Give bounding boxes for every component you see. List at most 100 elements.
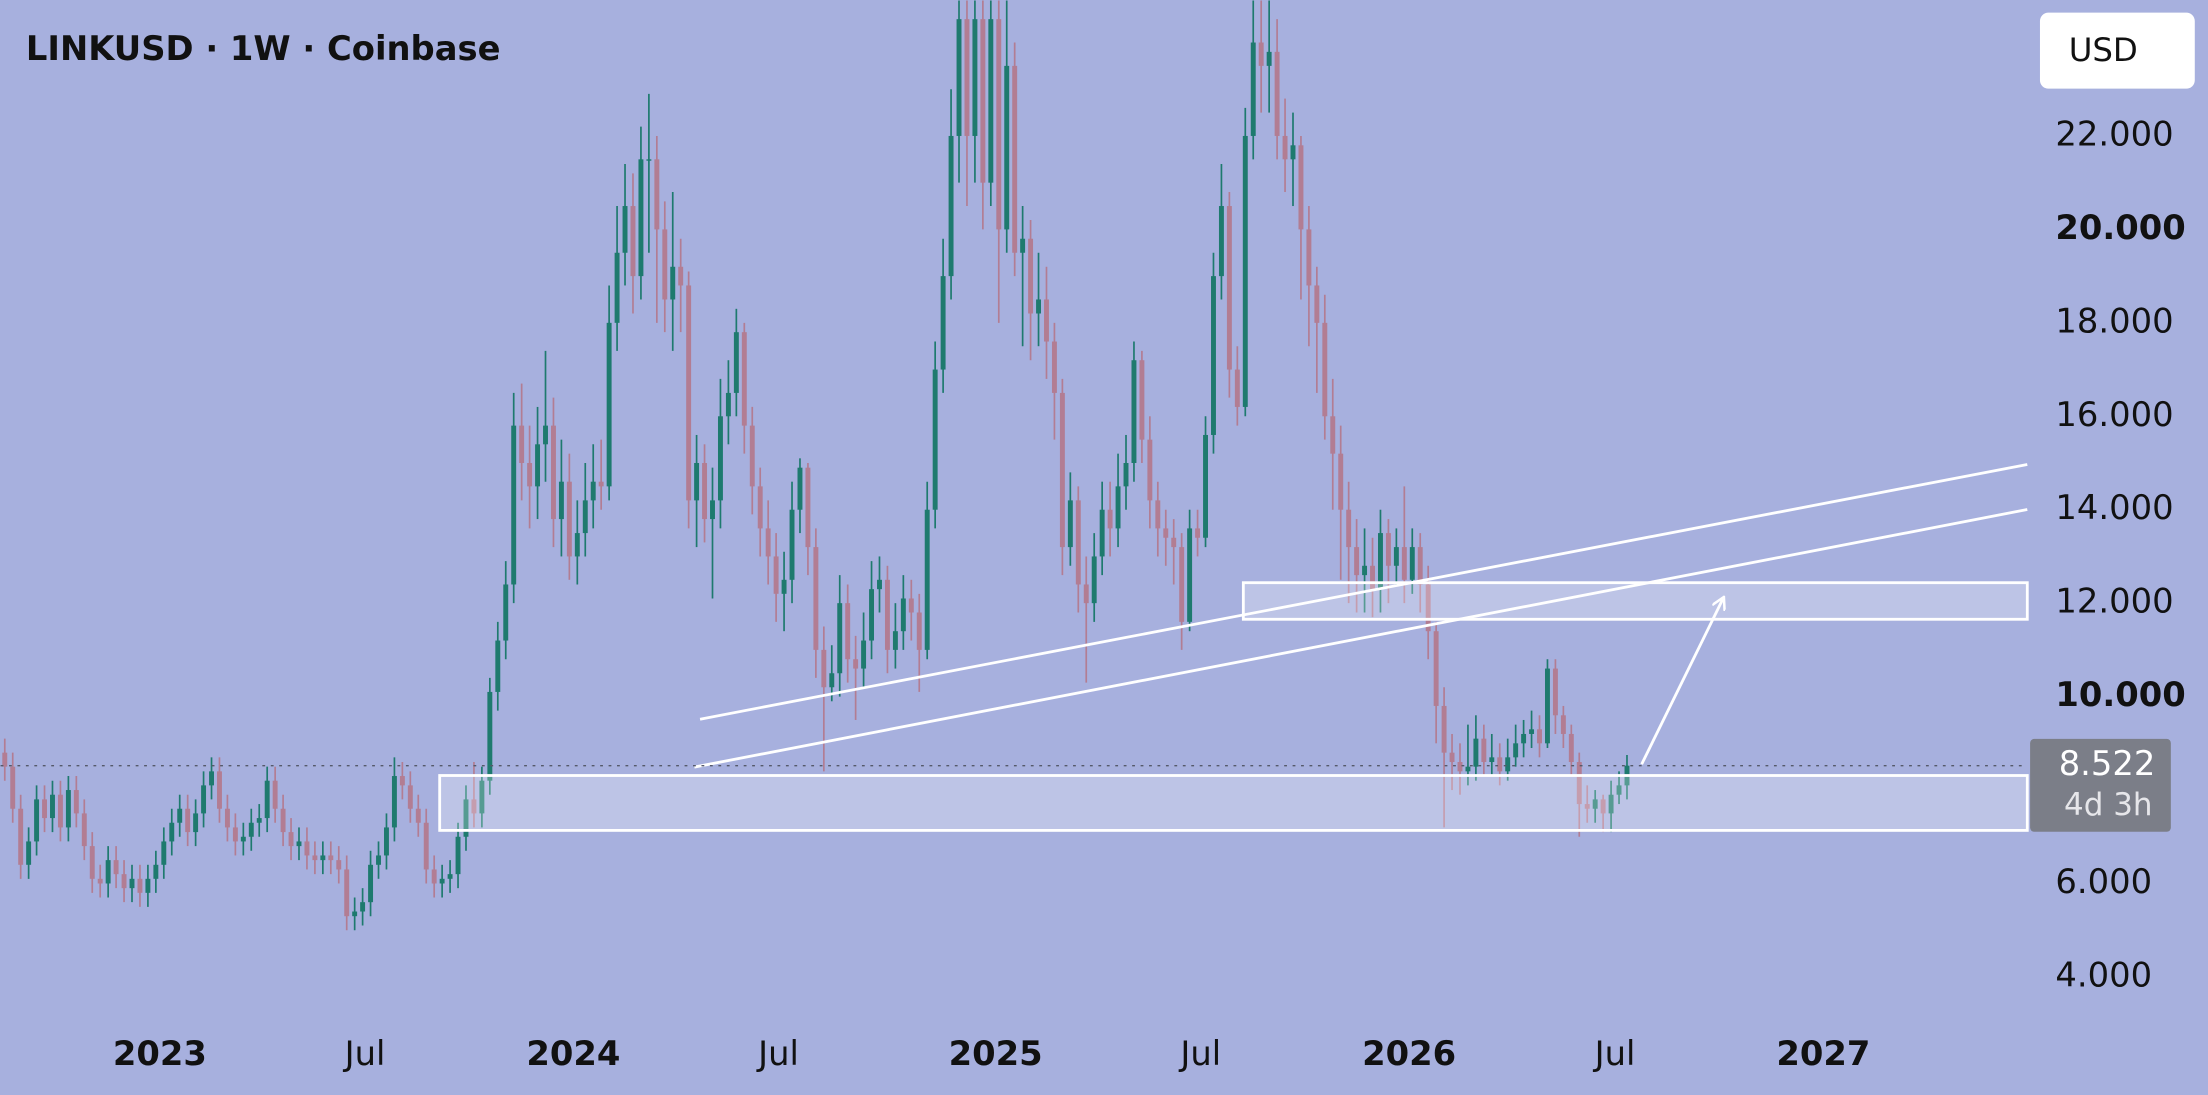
candle-body (527, 463, 533, 487)
candle-body (884, 579, 890, 650)
candle-body (89, 846, 95, 879)
candle-body (1004, 65, 1010, 230)
candle-body (702, 463, 708, 520)
candle-body (797, 467, 803, 510)
candle-body (1258, 42, 1264, 66)
candle-body (217, 771, 222, 809)
candle-body (582, 500, 588, 534)
candle-body (845, 603, 851, 660)
candle-body (1226, 206, 1232, 370)
candle-body (1401, 547, 1407, 580)
candle-body (10, 766, 16, 809)
candle-body (733, 332, 739, 393)
candle-body (519, 425, 525, 464)
candle-body (1290, 145, 1296, 160)
candle-body (630, 206, 636, 277)
currency-button[interactable] (2039, 12, 2195, 89)
drawings (438, 463, 2029, 832)
candle-body (558, 481, 564, 520)
x-tick-label: 2026 (1362, 1034, 1456, 1073)
candle-body (201, 785, 207, 814)
candle-body (1059, 392, 1065, 548)
candle-body (1537, 729, 1542, 744)
x-tick-label: Jul (343, 1034, 386, 1073)
candle-body (1083, 584, 1089, 604)
candle-body (360, 902, 366, 912)
y-tick-label: 4.000 (2055, 955, 2152, 994)
candle-body (1266, 51, 1272, 66)
candle-body (948, 135, 954, 277)
candle-body (153, 864, 159, 879)
candle-body (415, 808, 421, 823)
candle-body (1481, 738, 1487, 763)
candle-body (407, 785, 413, 809)
candle-body (296, 841, 302, 847)
candle-body (336, 860, 342, 870)
candle-body (18, 808, 24, 865)
candle-body (1250, 42, 1256, 136)
x-tick-label: 2023 (113, 1034, 207, 1073)
candle-body (1044, 299, 1049, 342)
candle-body (638, 159, 644, 277)
currency-label[interactable]: USD (2069, 31, 2138, 69)
candle-body (805, 467, 811, 548)
trend-line (699, 463, 2028, 721)
candle-body (97, 878, 103, 884)
candle-body (352, 911, 358, 917)
target-arrow (1640, 598, 1724, 765)
candle-body (50, 794, 55, 819)
candle-body (1282, 135, 1288, 160)
candle-body (1616, 785, 1622, 795)
candle-body (391, 776, 397, 828)
candle-body (1560, 715, 1566, 734)
support-zone (438, 774, 2029, 832)
candle-body (145, 878, 151, 893)
candle-body (781, 579, 787, 594)
candle-body (924, 509, 930, 650)
candle-body (248, 822, 254, 837)
candle-body (256, 818, 262, 823)
candle-body (495, 640, 501, 692)
price-tag-box (2030, 738, 2171, 832)
candle-body (1441, 705, 1447, 753)
candle-body (646, 159, 652, 161)
x-tick-label: 2025 (949, 1034, 1043, 1073)
x-tick-label: Jul (756, 1034, 799, 1073)
candle-body (2, 752, 8, 767)
candle-body (869, 589, 875, 641)
candle-body (1147, 439, 1153, 501)
candle-body (940, 276, 946, 370)
candle-body (1306, 229, 1312, 286)
candle-body (1242, 135, 1248, 407)
candle-body (678, 266, 684, 286)
candle-body (73, 790, 79, 814)
candle-body (1155, 500, 1161, 529)
candle-body (662, 229, 668, 300)
candle-body (853, 659, 859, 669)
candle-body (574, 533, 580, 557)
candle-body (209, 771, 214, 786)
candle-body (1274, 51, 1280, 136)
candle-body (1036, 299, 1041, 314)
candle-body (1370, 565, 1375, 590)
x-tick-label: 2027 (1776, 1034, 1870, 1073)
candle-body (1099, 509, 1105, 557)
candle-body (1131, 360, 1137, 464)
candle-body (670, 266, 676, 300)
y-tick-label: 12.000 (2055, 582, 2173, 621)
candle-body (1234, 369, 1240, 407)
candle-body (535, 444, 541, 487)
candle-body (932, 369, 938, 510)
candle-body (1473, 738, 1479, 767)
candle-body (598, 481, 604, 487)
candle-body (280, 808, 286, 833)
y-tick-label: 6.000 (2055, 862, 2152, 901)
candle-body (1544, 668, 1550, 744)
candle-body (471, 799, 477, 814)
candle-body (177, 808, 183, 823)
candle-body (288, 832, 294, 847)
candle-body (1195, 528, 1201, 538)
x-tick-label: Jul (1593, 1034, 1636, 1073)
candles (2, 0, 1630, 931)
candle-body (1576, 762, 1582, 805)
